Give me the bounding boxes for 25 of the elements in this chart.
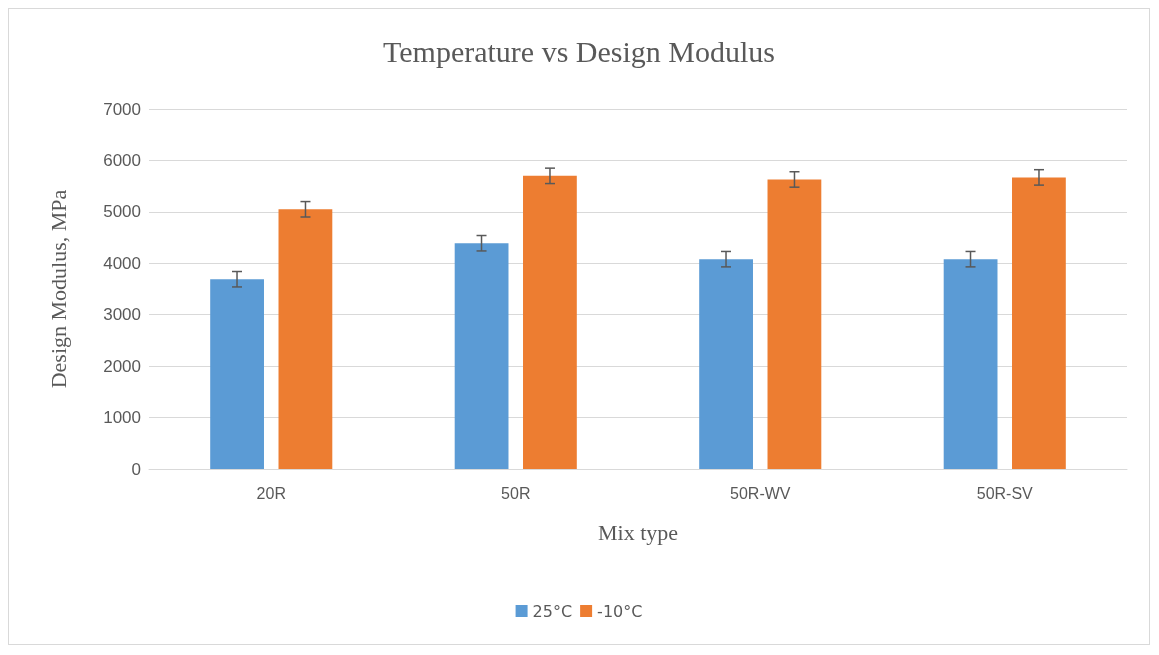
y-tick-label: 1000 [103,408,141,428]
y-tick-label: 4000 [103,253,141,273]
bar [767,179,822,469]
y-tick-label: 2000 [103,356,141,376]
legend-label: -10°C [597,601,643,621]
y-tick-label: 6000 [103,150,141,170]
x-tick-label: 20R [256,484,286,502]
bar [699,259,753,469]
x-tick-label: 50R [501,484,531,502]
bar [943,259,998,469]
y-tick-label: 3000 [103,305,141,325]
bar [278,209,333,469]
x-tick-label: 50R-WV [730,484,791,502]
x-tick-label: 50R-SV [976,484,1034,502]
legend-label: 25°C [532,601,573,621]
y-tick-label: 7000 [103,99,141,119]
bar [210,279,264,469]
y-tick-label: 0 [131,459,141,479]
y-tick-label: 5000 [103,202,141,222]
y-axis-title: Design Modulus, MPa [45,189,71,389]
chart-title: Temperature vs Design Modulus [383,34,775,68]
bar [454,243,509,469]
bar [523,175,577,469]
bar [1012,177,1066,469]
x-axis-title: Mix type [597,519,679,545]
